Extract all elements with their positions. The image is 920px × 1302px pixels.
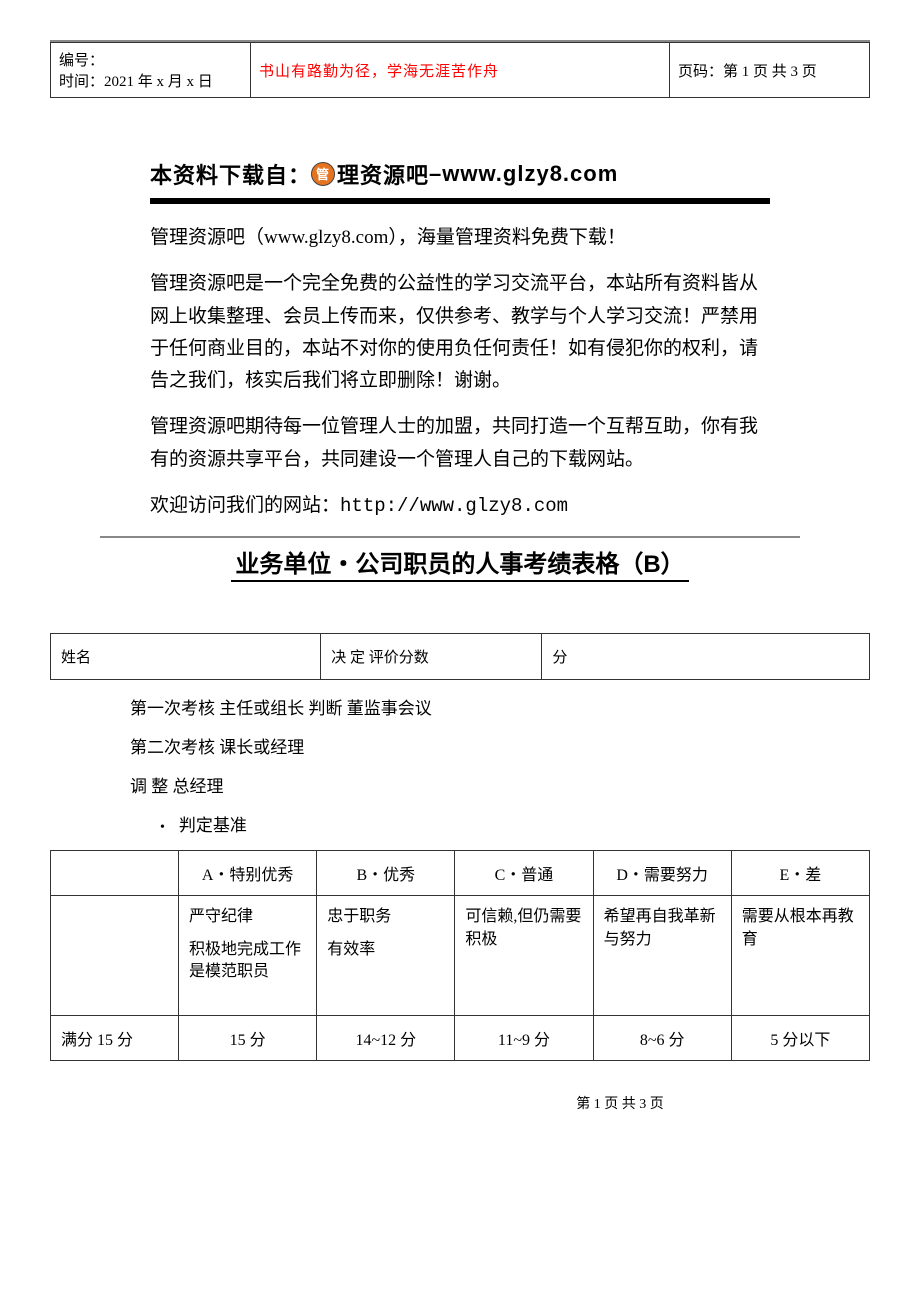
banner-divider bbox=[150, 198, 770, 204]
criteria-d5: 需要从根本再教育 bbox=[731, 896, 869, 1016]
review-line-2: 第二次考核 课长或经理 bbox=[130, 733, 870, 758]
criteria-d0 bbox=[51, 896, 179, 1016]
name-table: 姓名 决 定 评价分数 分 bbox=[50, 633, 870, 680]
d5-p1: 需要从根本再教育 bbox=[742, 906, 859, 951]
banner-p4-prefix: 欢迎访问我们的网站： bbox=[150, 495, 340, 516]
d1-p2: 积极地完成工作是模范职员 bbox=[189, 939, 306, 984]
review-line-1: 第一次考核 主任或组长 判断 董监事会议 bbox=[130, 694, 870, 719]
banner-dash: – bbox=[429, 161, 442, 187]
score-1: 15 分 bbox=[179, 1016, 317, 1061]
header-motto: 书山有路勤为径，学海无涯苦作舟 bbox=[251, 43, 670, 98]
header-page: 页码：第 1 页 共 3 页 bbox=[670, 43, 870, 98]
banner-p2: 管理资源吧是一个完全免费的公益性的学习交流平台，本站所有资料皆从网上收集整理、会… bbox=[150, 268, 770, 397]
header-table: 编号： 时间：2021 年 x 月 x 日 书山有路勤为径，学海无涯苦作舟 页码… bbox=[50, 42, 870, 98]
doc-number: 编号： bbox=[59, 49, 242, 70]
banner-p4: 欢迎访问我们的网站：http://www.glzy8.com bbox=[150, 490, 770, 522]
score-2: 14~12 分 bbox=[317, 1016, 455, 1061]
d2-p1: 忠于职务 bbox=[327, 906, 444, 928]
footer-page-number: 第 1 页 共 3 页 bbox=[370, 1093, 870, 1113]
criteria-desc-row: 严守纪律 积极地完成工作是模范职员 忠于职务 有效率 可信赖,但仍需要积极 希望… bbox=[51, 896, 870, 1016]
document-title: 业务单位・公司职员的人事考绩表格（B） bbox=[50, 544, 870, 579]
d2-p2: 有效率 bbox=[327, 939, 444, 961]
criteria-h5: E・差 bbox=[731, 851, 869, 896]
source-banner: 本资料下载自： 管 理资源吧 – www.glzy8.com 管理资源吧（www… bbox=[50, 158, 870, 522]
banner-p1: 管理资源吧（www.glzy8.com），海量管理资料免费下载！ bbox=[150, 222, 770, 254]
criteria-table: A・特别优秀 B・优秀 C・普通 D・需要努力 E・差 严守纪律 积极地完成工作… bbox=[50, 850, 870, 1061]
criteria-d3: 可信赖,但仍需要积极 bbox=[455, 896, 593, 1016]
score-4: 8~6 分 bbox=[593, 1016, 731, 1061]
banner-brand: 理资源吧 bbox=[337, 158, 429, 190]
decision-cell: 决 定 评价分数 bbox=[321, 634, 542, 680]
criteria-h0 bbox=[51, 851, 179, 896]
criteria-h3: C・普通 bbox=[455, 851, 593, 896]
score-3: 11~9 分 bbox=[455, 1016, 593, 1061]
criteria-h4: D・需要努力 bbox=[593, 851, 731, 896]
criteria-h1: A・特别优秀 bbox=[179, 851, 317, 896]
criteria-d4: 希望再自我革新与努力 bbox=[593, 896, 731, 1016]
criteria-score-row: 满分 15 分 15 分 14~12 分 11~9 分 8~6 分 5 分以下 bbox=[51, 1016, 870, 1061]
d4-p1: 希望再自我革新与努力 bbox=[604, 906, 721, 951]
banner-url: http://www.glzy8.com bbox=[340, 495, 568, 517]
banner-title: 本资料下载自： 管 理资源吧 – www.glzy8.com bbox=[150, 158, 770, 196]
blank-spacer bbox=[50, 599, 870, 613]
review-line-3: 调 整 总经理 bbox=[130, 772, 870, 797]
header-left-cell: 编号： 时间：2021 年 x 月 x 日 bbox=[51, 43, 251, 98]
criteria-header-row: A・特别优秀 B・优秀 C・普通 D・需要努力 E・差 bbox=[51, 851, 870, 896]
mid-rule bbox=[100, 536, 800, 538]
d1-p1: 严守纪律 bbox=[189, 906, 306, 928]
logo-icon: 管 bbox=[311, 162, 335, 186]
score-5: 5 分以下 bbox=[731, 1016, 869, 1061]
banner-p3: 管理资源吧期待每一位管理人士的加盟，共同打造一个互帮互助，你有我有的资源共享平台… bbox=[150, 411, 770, 476]
criteria-bullet: 判定基准 bbox=[160, 811, 870, 836]
criteria-h2: B・优秀 bbox=[317, 851, 455, 896]
criteria-d1: 严守纪律 积极地完成工作是模范职员 bbox=[179, 896, 317, 1016]
name-cell: 姓名 bbox=[51, 634, 321, 680]
banner-domain: www.glzy8.com bbox=[442, 161, 618, 187]
doc-time: 时间：2021 年 x 月 x 日 bbox=[59, 70, 242, 91]
banner-prefix: 本资料下载自： bbox=[150, 158, 311, 190]
document-title-text: 业务单位・公司职员的人事考绩表格（B） bbox=[231, 551, 688, 582]
criteria-d2: 忠于职务 有效率 bbox=[317, 896, 455, 1016]
page: 编号： 时间：2021 年 x 月 x 日 书山有路勤为径，学海无涯苦作舟 页码… bbox=[0, 0, 920, 1143]
d3-p1: 可信赖,但仍需要积极 bbox=[465, 906, 582, 951]
score-label: 满分 15 分 bbox=[51, 1016, 179, 1061]
score-cell: 分 bbox=[542, 634, 870, 680]
